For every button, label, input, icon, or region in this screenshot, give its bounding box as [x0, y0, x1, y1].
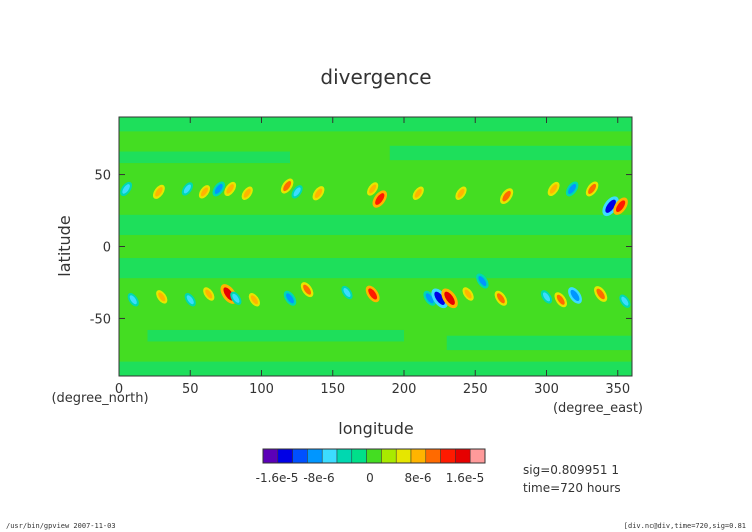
colorbar-swatch — [425, 448, 441, 464]
plot-area — [119, 117, 632, 376]
divergence-feature — [368, 288, 378, 300]
divergence-feature — [444, 291, 455, 305]
divergence-feature — [205, 289, 213, 299]
colorbar-swatch — [440, 448, 456, 464]
sig-info: sig=0.809951 1 — [523, 463, 619, 477]
divergence-feature — [542, 292, 551, 302]
colorbar-swatch — [262, 448, 279, 464]
x-axis-unit: (degree_east) — [553, 401, 643, 416]
divergence-feature — [214, 183, 223, 194]
colorbar-swatch — [307, 448, 323, 464]
y-tick-label: 50 — [94, 169, 111, 184]
divergence-feature — [155, 187, 163, 197]
texture-band — [119, 117, 632, 132]
divergence-feature — [496, 293, 505, 304]
divergence-feature — [457, 188, 465, 198]
divergence-feature — [293, 187, 301, 197]
divergence-feature — [369, 184, 377, 194]
y-tick-label: 0 — [103, 241, 111, 256]
features-layer — [120, 178, 631, 309]
x-tick-label: 300 — [534, 382, 559, 397]
divergence-feature — [568, 183, 577, 194]
divergence-feature — [158, 292, 166, 302]
divergence-feature — [464, 289, 472, 299]
y-axis-label: latitude — [55, 215, 74, 276]
colorbar-swatch — [455, 448, 471, 464]
chart-title: divergence — [320, 65, 431, 89]
divergence-feature — [556, 294, 565, 305]
divergence-feature — [425, 293, 434, 304]
texture-band — [389, 145, 632, 161]
y-axis-unit: (degree_north) — [51, 391, 148, 406]
texture-band — [147, 329, 404, 342]
colorbar-swatch — [410, 448, 427, 464]
y-tick-label: -50 — [90, 312, 111, 327]
colorbar-swatch — [395, 448, 412, 464]
colorbar-swatch — [366, 448, 382, 464]
texture-band — [119, 258, 632, 279]
divergence-feature — [250, 295, 258, 305]
divergence-feature — [588, 183, 597, 194]
footer-right: [div.nc@div,time=720,sig=0.81 — [624, 522, 746, 530]
divergence-feature — [122, 184, 130, 194]
divergence-feature — [314, 188, 323, 199]
divergence-feature — [129, 295, 137, 305]
colorbar-tick-label: 8e-6 — [405, 471, 432, 485]
colorbar-swatch — [469, 448, 486, 464]
divergence-feature — [549, 184, 558, 194]
colorbar-swatch — [336, 448, 353, 464]
divergence-feature — [186, 295, 194, 305]
x-axis-label: longitude — [338, 419, 413, 438]
colorbar-tick-label: -1.6e-5 — [256, 471, 299, 485]
divergence-feature — [570, 289, 580, 301]
divergence-feature — [434, 291, 445, 305]
colorbar-swatch — [381, 448, 397, 464]
x-tick-label: 100 — [249, 382, 274, 397]
texture-band — [119, 214, 632, 235]
divergence-feature — [303, 284, 312, 295]
colorbar-swatch — [321, 448, 338, 464]
divergence-feature — [283, 181, 292, 192]
divergence-feature — [226, 184, 234, 194]
colorbar-labels: -1.6e-5 -8e-6 0 8e-6 1.6e-5 — [256, 471, 485, 485]
time-info: time=720 hours — [523, 481, 621, 495]
colorbar — [262, 448, 486, 464]
x-tick-label: 150 — [320, 382, 345, 397]
colorbar-tick-label: 1.6e-5 — [446, 471, 484, 485]
divergence-feature — [621, 296, 629, 306]
x-tick-label: 250 — [463, 382, 488, 397]
texture-band — [119, 361, 632, 376]
divergence-feature — [200, 187, 209, 197]
divergence-feature — [478, 276, 487, 287]
divergence-feature — [375, 193, 385, 205]
divergence-feature — [183, 184, 191, 194]
divergence-feature — [232, 293, 240, 303]
divergence-feature — [596, 288, 605, 300]
x-tick-label: 350 — [605, 382, 630, 397]
x-tick-label: 0 — [115, 382, 123, 397]
divergence-feature — [286, 293, 294, 304]
x-tick-label: 200 — [392, 382, 417, 397]
footer-left: /usr/bin/gpview 2007-11-03 — [6, 522, 116, 530]
x-tick-label: 50 — [182, 382, 199, 397]
divergence-feature — [605, 199, 616, 213]
x-axis-ticks: 0 50 100 150 200 250 300 350 — [115, 117, 630, 397]
y-axis-ticks: -50 0 50 — [90, 169, 632, 327]
divergence-feature — [343, 288, 351, 298]
colorbar-swatch — [292, 448, 308, 464]
divergence-feature — [243, 188, 251, 198]
colorbar-frame — [262, 448, 486, 464]
colorbar-tick-label: -8e-6 — [303, 471, 334, 485]
colorbar-swatch — [351, 448, 367, 464]
colorbar-swatch — [277, 448, 293, 464]
divergence-feature — [414, 188, 422, 198]
colorbar-tick-label: 0 — [366, 471, 374, 485]
texture-band — [446, 335, 632, 351]
texture-band — [119, 151, 290, 164]
divergence-feature — [615, 200, 626, 213]
divergence-feature — [502, 190, 511, 202]
background-texture — [119, 117, 632, 376]
